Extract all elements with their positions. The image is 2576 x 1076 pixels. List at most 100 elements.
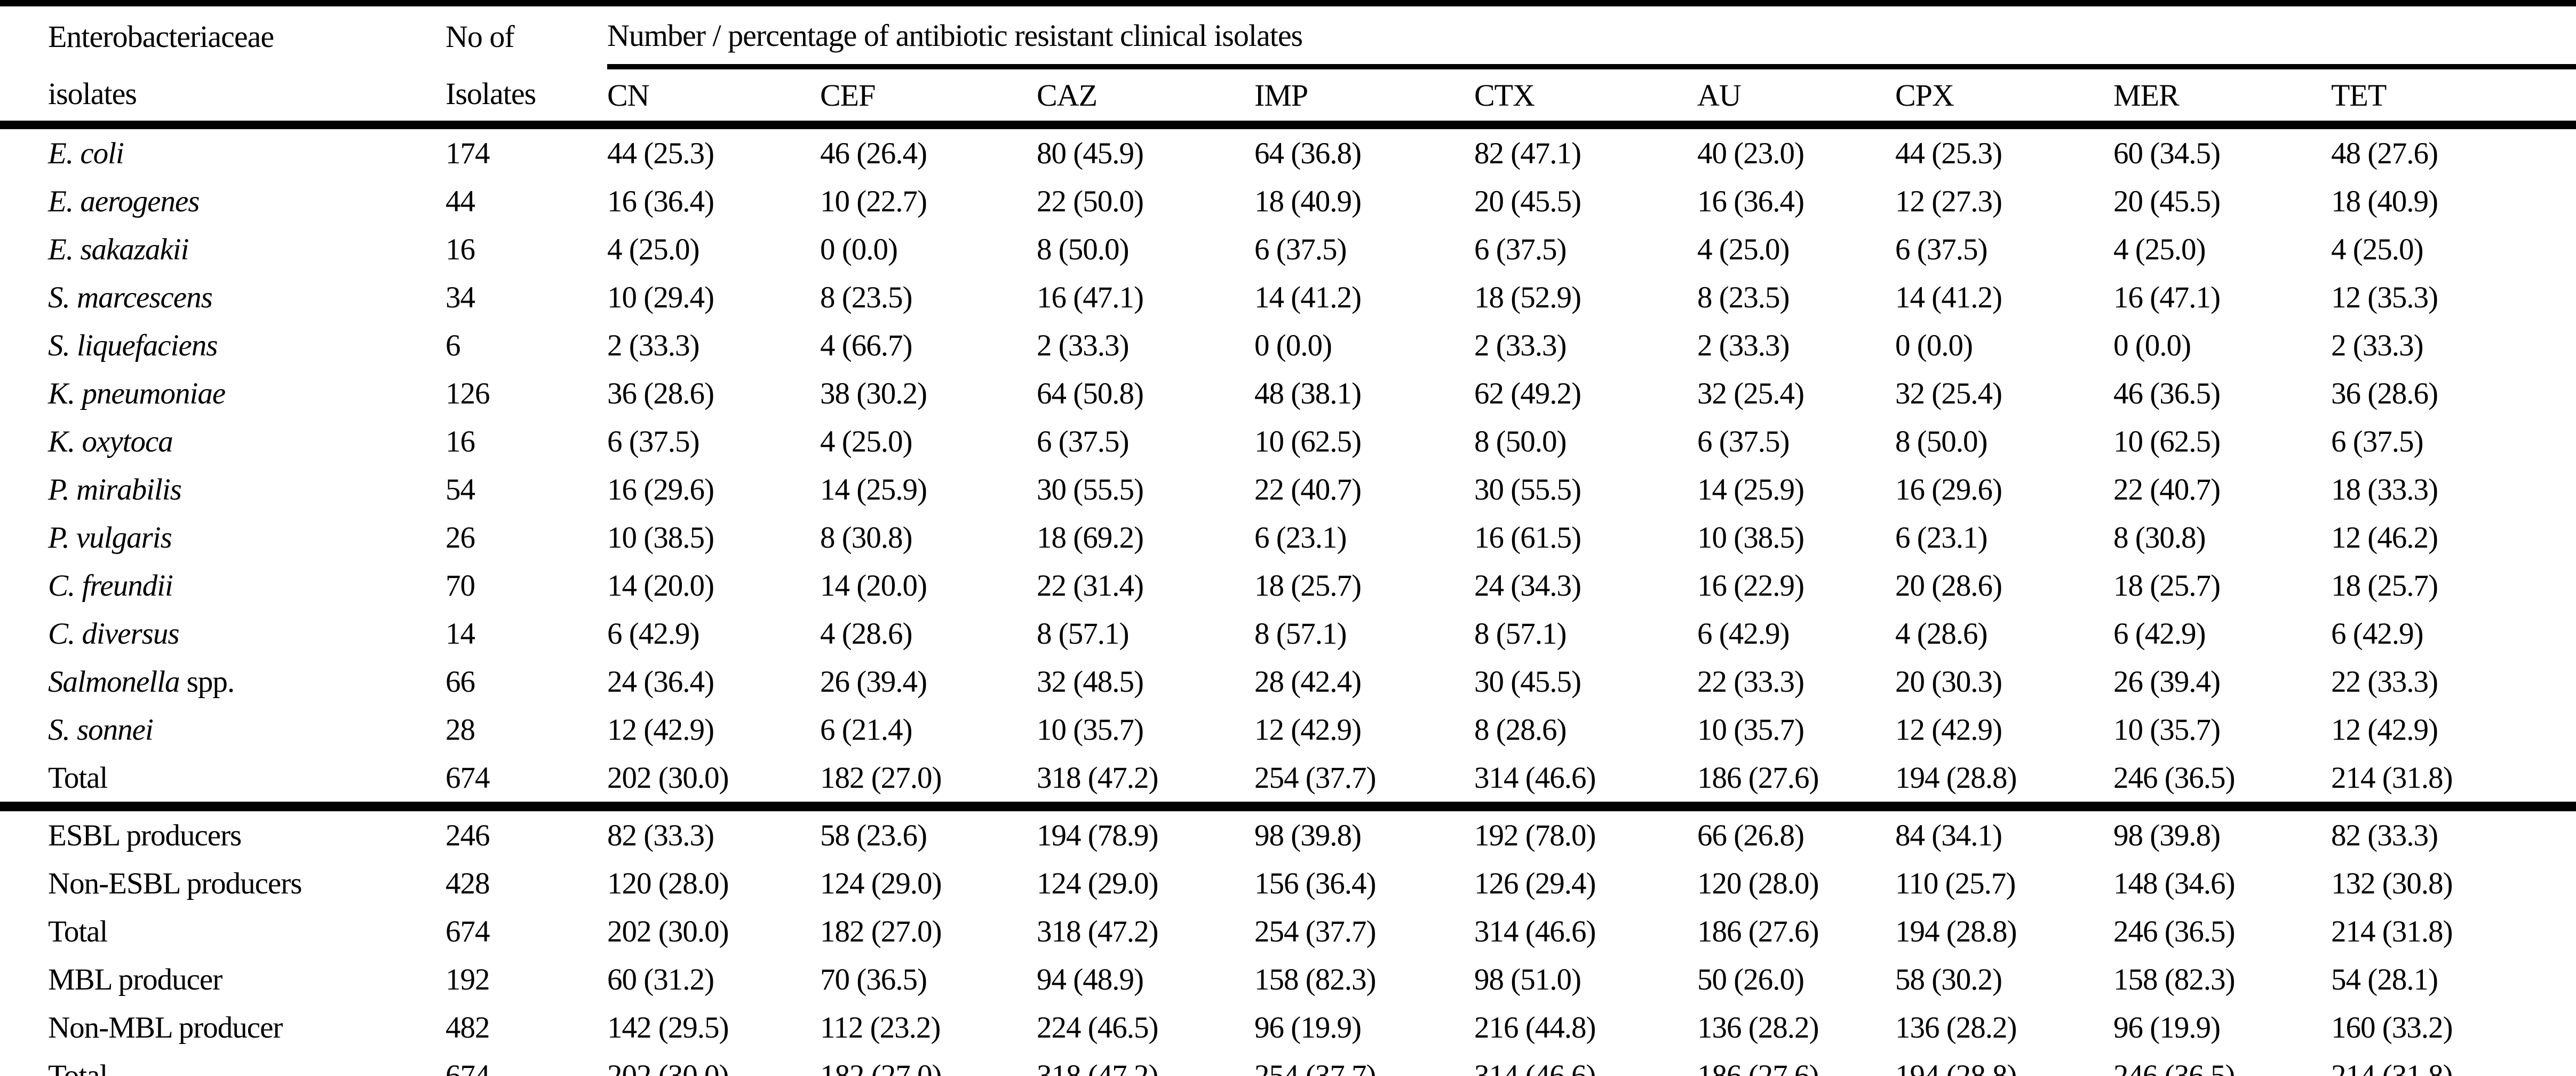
row-value-cell: 32 (25.4) [1895,376,2002,410]
row-value-cell: 12 (27.3) [1895,184,2002,218]
table-row: K. pneumoniae 126 36 (28.6) 38 (30.2) 64… [0,369,2576,417]
row-value-cell: 62 (49.2) [1474,376,1581,410]
row-species-italic: P. vulgaris [48,520,172,555]
row-value-cell: 142 (29.5) [607,1010,729,1045]
row-value-cell: 318 (47.2) [1037,1058,1158,1076]
row-n-cell: 34 [446,280,475,314]
row-value-cell: 186 (27.6) [1697,914,1819,948]
row-value-cell: 6 (23.1) [1254,520,1347,555]
row-value-cell: 46 (26.4) [820,136,927,170]
row-value-cell: 22 (31.4) [1037,568,1144,603]
row-value-cell: 8 (30.8) [2113,520,2206,555]
table-row: Total 674 202 (30.0) 182 (27.0) 318 (47.… [0,907,2576,955]
row-value-cell: 214 (31.8) [2331,761,2453,795]
row-value-cell: 10 (38.5) [607,520,714,555]
row-species-italic: P. mirabilis [48,472,182,507]
table-row: C. freundii 70 14 (20.0) 14 (20.0) 22 (3… [0,561,2576,610]
row-value-cell: 50 (26.0) [1697,962,1804,996]
row-value-cell: 80 (45.9) [1037,136,1144,170]
row-value-cell: 202 (30.0) [607,914,729,948]
row-value-cell: 8 (23.5) [820,280,912,314]
row-value-cell: 202 (30.0) [607,1058,729,1076]
table-row: MBL producer 192 60 (31.2) 70 (36.5) 94 … [0,955,2576,1003]
span-header-antibiotics: Number / percentage of antibiotic resist… [607,3,2576,69]
row-value-cell: 246 (36.5) [2113,1058,2235,1076]
row-value-cell: 32 (48.5) [1037,664,1144,699]
row-value-cell: 8 (50.0) [1474,424,1567,458]
table-row: Salmonella spp. 66 24 (36.4) 26 (39.4) 3… [0,658,2576,706]
row-value-cell: 22 (33.3) [2331,664,2438,699]
row-value-cell: 30 (55.5) [1474,472,1581,507]
row-value-cell: 12 (42.9) [2331,713,2438,747]
row-species-italic: E. sakazakii [48,232,189,266]
row-n-cell: 66 [446,664,475,699]
row-value-cell: 8 (50.0) [1895,424,1987,458]
row-value-cell: 194 (28.8) [1895,914,2017,948]
row-value-cell: 12 (42.9) [607,713,714,747]
row-value-cell: 124 (29.0) [1037,866,1158,900]
col-header-tet: TET [2331,67,2576,129]
row-value-cell: 18 (69.2) [1037,520,1144,555]
table-row: P. vulgaris 26 10 (38.5) 8 (30.8) 18 (69… [0,513,2576,561]
col-header-n-line1: No of [446,19,515,54]
row-value-cell: 30 (55.5) [1037,472,1144,507]
row-value-cell: 40 (23.0) [1697,136,1804,170]
row-value-cell: 112 (23.2) [820,1010,941,1045]
row-value-cell: 6 (23.1) [1895,520,1987,555]
row-value-cell: 4 (28.6) [1895,616,1987,651]
row-value-cell: 2 (33.3) [1697,328,1790,362]
row-n-cell: 428 [446,866,490,900]
row-value-cell: 22 (50.0) [1037,184,1144,218]
header-row-2: isolates Isolates CN CEF CAZ IMP CTX AU … [0,67,2576,129]
row-value-cell: 194 (78.9) [1037,802,1254,859]
row-value-cell: 18 (25.7) [2331,568,2438,603]
row-value-cell: 58 (23.6) [820,802,1037,859]
row-value-cell: 4 (25.0) [2113,232,2206,266]
table-body: E. coli 174 44 (25.3) 46 (26.4) 80 (45.9… [0,125,2576,1076]
row-value-cell: 16 (36.4) [1697,184,1804,218]
row-species-cell: S. marcescens [0,273,446,321]
row-n-cell: 192 [446,962,490,996]
row-value-cell: 18 (52.9) [1474,280,1581,314]
row-value-cell: 6 (21.4) [820,713,912,747]
row-species-italic: K. pneumoniae [48,376,226,410]
row-value-cell: 124 (29.0) [820,866,942,900]
row-value-cell: 2 (33.3) [1474,328,1567,362]
row-value-cell: 6 (42.9) [607,616,699,651]
row-species-roman: ESBL producers [48,818,242,852]
row-n-cell: 70 [446,568,475,603]
row-species-italic: S. sonnei [48,713,154,747]
row-value-cell: 4 (25.0) [2331,232,2423,266]
row-value-cell: 0 (0.0) [1254,328,1332,362]
col-header-ctx: CTX [1474,67,1697,129]
row-value-cell: 18 (25.7) [2113,568,2221,603]
table-row: C. diversus 14 6 (42.9) 4 (28.6) 8 (57.1… [0,610,2576,658]
table-row: E. aerogenes 44 16 (36.4) 10 (22.7) 22 (… [0,177,2576,225]
row-value-cell: 24 (34.3) [1474,568,1581,603]
row-value-cell: 132 (30.8) [2331,866,2453,900]
row-value-cell: 30 (45.5) [1474,664,1581,699]
row-value-cell: 84 (34.1) [1895,802,2113,859]
row-value-cell: 4 (66.7) [820,328,912,362]
table-row: Non-ESBL producers 428 120 (28.0) 124 (2… [0,859,2576,907]
row-value-cell: 18 (25.7) [1254,568,1362,603]
row-value-cell: 48 (27.6) [2331,136,2438,170]
table-row: Total 674 202 (30.0) 182 (27.0) 318 (47.… [0,754,2576,806]
row-value-cell: 4 (25.0) [607,232,699,266]
row-value-cell: 36 (28.6) [607,376,714,410]
row-value-cell: 160 (33.2) [2331,1010,2453,1045]
row-value-cell: 20 (30.3) [1895,664,2002,699]
row-value-cell: 14 (20.0) [607,568,714,603]
row-value-cell: 254 (37.7) [1254,1058,1376,1076]
row-species-cell: K. oxytoca [0,417,446,465]
row-species-cell: Total [0,1051,446,1076]
row-value-cell: 6 (42.9) [1697,616,1790,651]
row-value-cell: 2 (33.3) [1037,328,1129,362]
row-value-cell: 18 (40.9) [1254,184,1362,218]
row-species-cell: Total [0,907,446,955]
row-value-cell: 38 (30.2) [820,376,927,410]
row-value-cell: 16 (29.6) [607,472,714,507]
col-header-au: AU [1697,67,1895,129]
row-value-cell: 6 (37.5) [2331,424,2423,458]
